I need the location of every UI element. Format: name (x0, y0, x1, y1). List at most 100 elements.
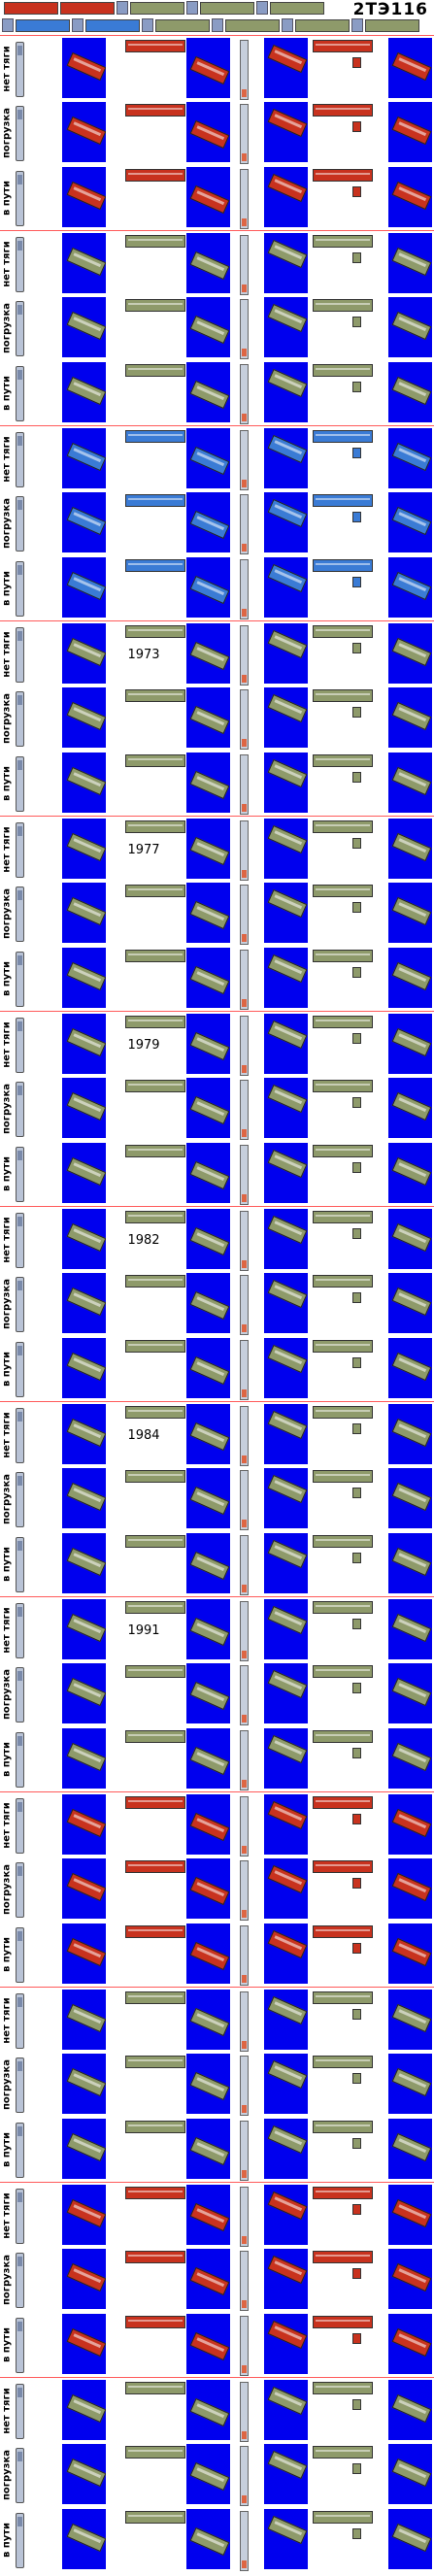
group-year-label: 1982 (127, 1233, 160, 1248)
locomotive-diagonal-sprite (189, 380, 230, 410)
locomotive-small-sprite (352, 2204, 361, 2215)
sprite-panel-left (62, 297, 106, 357)
sprite-panel-left (62, 2185, 106, 2245)
sprite-panel-mid (186, 1794, 230, 1855)
row-state-label: в пути (0, 2117, 14, 2182)
sprite-panel-mid (186, 1924, 230, 1984)
sprite-row: погрузка (0, 100, 434, 165)
row-state-text: погрузка (1, 1668, 13, 1720)
locomotive-diagonal-sprite (267, 44, 308, 74)
row-state-label: нет тяги (0, 621, 14, 686)
locomotive-small-sprite (352, 317, 361, 327)
sprite-panel-center (264, 2444, 308, 2504)
locomotive-diagonal-sprite (66, 1937, 106, 1967)
row-state-text: в пути (1, 1741, 13, 1777)
sprite-panel-left (62, 2509, 106, 2569)
locomotive-vertical-sprite (16, 2253, 24, 2308)
locomotive-vertical-sprite (240, 2382, 249, 2442)
row-state-text: нет тяги (1, 45, 13, 92)
locomotive-small-sprite (352, 1488, 361, 1498)
locomotive-diagonal-sprite (391, 247, 432, 277)
sheet-header: 2ТЭ116 (0, 0, 434, 35)
sprite-panel-right (388, 2444, 432, 2504)
sprite-panel-center (264, 1338, 308, 1398)
sprite-panel-mid (186, 1663, 230, 1723)
sprite-panel-left (62, 1209, 106, 1269)
locomotive-diagonal-sprite (391, 1742, 432, 1772)
locomotive-vertical-sprite (16, 1147, 24, 1202)
sprite-panel-mid (186, 1533, 230, 1593)
locomotive-small-sprite (352, 121, 361, 132)
locomotive-diagonal-sprite (267, 824, 308, 854)
locomotive-diagonal-sprite (267, 1929, 308, 1959)
sprite-row: в пути (0, 1726, 434, 1791)
sprite-panel-left (62, 1924, 106, 1984)
locomotive-vertical-sprite (240, 1016, 249, 1076)
locomotive-diagonal-sprite (189, 446, 230, 476)
locomotive-diagonal-sprite (189, 510, 230, 540)
locomotive-vertical-sprite (16, 1667, 24, 1723)
locomotive-small-sprite (352, 772, 361, 783)
locomotive-vertical-sprite (16, 496, 24, 552)
locomotive-horizontal-sprite (313, 1925, 373, 1938)
locomotive-diagonal-sprite (267, 2450, 308, 2480)
sprite-panel-mid (186, 1273, 230, 1333)
sprite-panel-left (62, 2054, 106, 2114)
row-state-label: нет тяги (0, 817, 14, 882)
sprite-panel-right (388, 1468, 432, 1528)
locomotive-diagonal-sprite (189, 965, 230, 995)
locomotive-horizontal-sprite (125, 430, 185, 443)
locomotive-small-sprite (352, 2138, 361, 2149)
sprite-panel-left (62, 1273, 106, 1333)
row-state-text: в пути (1, 1546, 13, 1582)
sprite-row: в пути (0, 2312, 434, 2377)
header-horizontal-sprite (4, 2, 58, 15)
row-state-label: погрузка (0, 881, 14, 946)
locomotive-diagonal-sprite (66, 2523, 106, 2553)
sprite-panel-left (62, 1794, 106, 1855)
locomotive-diagonal-sprite (267, 1539, 308, 1569)
locomotive-horizontal-sprite (313, 2316, 373, 2328)
locomotive-small-sprite (352, 1553, 361, 1563)
locomotive-vertical-sprite (16, 2123, 24, 2178)
row-state-text: нет тяги (1, 1996, 13, 2044)
sprite-panel-left (62, 883, 106, 943)
locomotive-vertical-sprite (240, 754, 249, 815)
row-state-text: погрузка (1, 2254, 13, 2305)
row-state-text: нет тяги (1, 1216, 13, 1263)
sprite-row: в пути (0, 165, 434, 230)
sprite-panel-mid (186, 2380, 230, 2440)
locomotive-vertical-sprite (240, 2251, 249, 2311)
locomotive-diagonal-sprite (189, 1746, 230, 1776)
row-state-label: погрузка (0, 490, 14, 555)
sprite-panel-mid (186, 102, 230, 162)
sprite-panel-center (264, 2185, 308, 2245)
row-state-label: нет тяги (0, 426, 14, 491)
sprite-panel-center (264, 428, 308, 488)
row-state-label: нет тяги (0, 36, 14, 101)
locomotive-horizontal-sprite (313, 950, 373, 962)
locomotive-horizontal-sprite (125, 2446, 185, 2459)
row-state-text: в пути (1, 1155, 13, 1191)
locomotive-diagonal-sprite (66, 2327, 106, 2358)
locomotive-diagonal-sprite (267, 563, 308, 593)
row-state-text: в пути (1, 1936, 13, 1972)
locomotive-vertical-sprite (16, 1993, 24, 2049)
locomotive-vertical-sprite (16, 2189, 24, 2244)
locomotive-diagonal-sprite (66, 506, 106, 536)
locomotive-diagonal-sprite (66, 1287, 106, 1317)
locomotive-small-sprite (352, 1033, 361, 1044)
locomotive-vertical-sprite (240, 1145, 249, 1205)
sprite-row: погрузка (0, 1271, 434, 1336)
row-state-label: в пути (0, 1922, 14, 1987)
row-state-text: нет тяги (1, 630, 13, 678)
row-state-label: погрузка (0, 686, 14, 751)
locomotive-horizontal-sprite (125, 364, 185, 377)
sprite-panel-mid (186, 1338, 230, 1398)
locomotive-horizontal-sprite (125, 40, 185, 52)
sprite-panel-left (62, 2314, 106, 2374)
locomotive-vertical-sprite (240, 494, 249, 554)
locomotive-horizontal-sprite (125, 689, 185, 702)
sprite-panel-center (264, 233, 308, 293)
locomotive-diagonal-sprite (66, 1872, 106, 1902)
